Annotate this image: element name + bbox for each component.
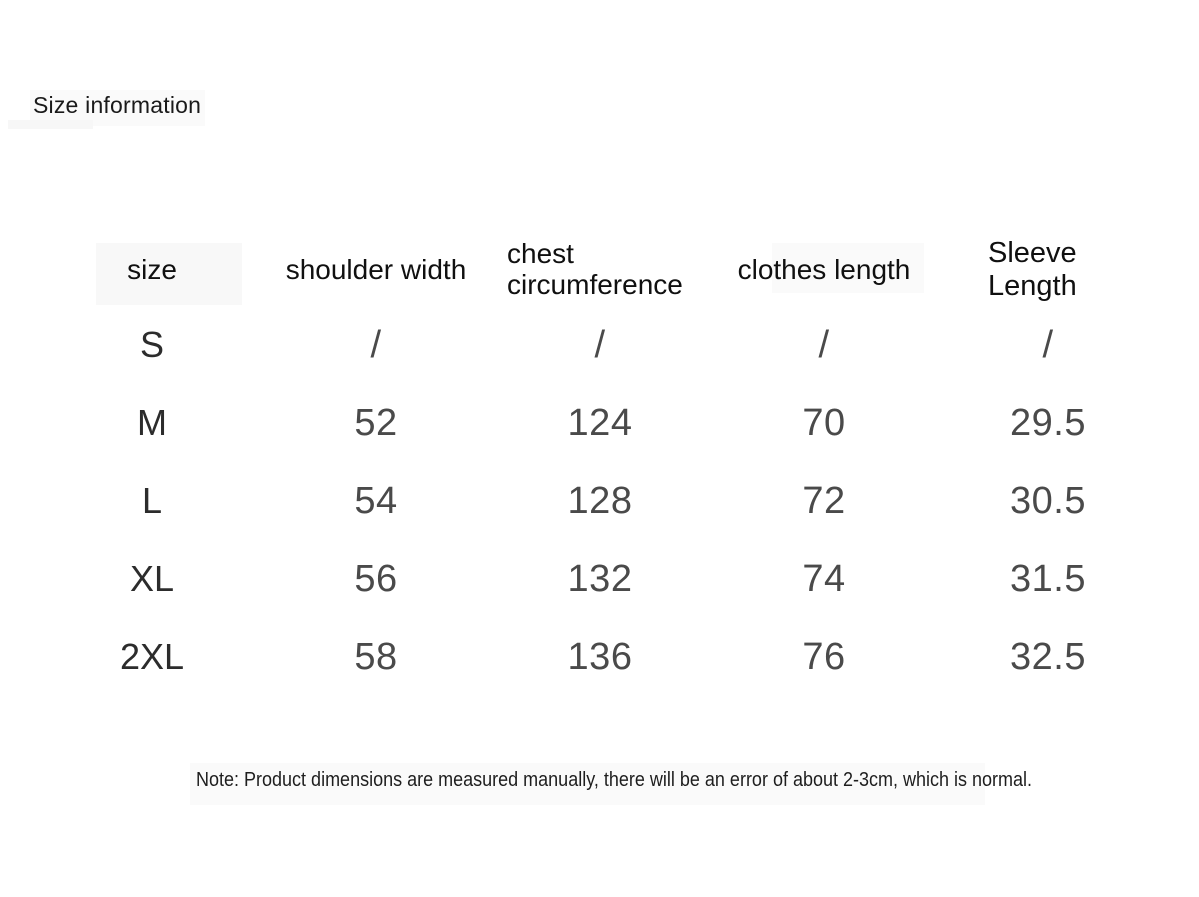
table-header-row: size shoulder width chest circumference … [40,230,1160,310]
table-row-2xl: 2XL 58 136 76 32.5 [40,618,1160,696]
cell-sleeve-length: 32.5 [1010,635,1086,678]
table-row-m: M 52 124 70 29.5 [40,384,1160,462]
column-header-label: Sleeve Length [988,236,1077,302]
column-header-chest-circumference: chest circumference [488,239,712,300]
cell-size: S [139,324,164,365]
cell-clothes-length: 74 [802,557,846,600]
cell-size: 2XL [119,636,185,677]
column-header-size: size [40,253,264,286]
cell-clothes-length: 70 [802,401,846,444]
cell-clothes-length: 76 [802,635,846,678]
measurement-note: Note: Product dimensions are measured ma… [196,769,1033,791]
cell-size: XL [129,558,175,599]
column-header-sleeve-length: Sleeve Length [936,237,1160,304]
cell-size: M [137,402,167,443]
cell-sleeve-length: 29.5 [1010,401,1086,444]
cell-clothes-length: 72 [802,479,846,522]
cell-sleeve-length: / [1042,323,1054,366]
cell-chest-circumference: 132 [567,557,633,600]
cell-size: L [141,480,163,521]
cell-shoulder-width: 56 [354,557,398,600]
column-header-label: shoulder width [285,253,467,285]
page-title: Size information [33,92,202,118]
column-header-clothes-length: clothes length [712,253,936,286]
cell-chest-circumference: / [594,323,606,366]
table-body: S / / / / M 52 124 70 29.5 L 54 128 72 3… [40,306,1160,696]
cell-shoulder-width: 52 [354,401,398,444]
cell-shoulder-width: 58 [354,635,398,678]
cell-clothes-length: / [818,323,830,366]
cell-chest-circumference: 124 [567,401,633,444]
column-header-label: chest circumference [507,238,683,300]
column-header-label: size [127,253,177,285]
cell-sleeve-length: 30.5 [1010,479,1086,522]
translation-overlay-patch [8,120,93,129]
cell-shoulder-width: 54 [354,479,398,522]
cell-shoulder-width: / [370,323,382,366]
table-row-l: L 54 128 72 30.5 [40,462,1160,540]
column-header-label: clothes length [737,253,911,285]
cell-chest-circumference: 136 [567,635,633,678]
column-header-shoulder-width: shoulder width [264,253,488,286]
cell-chest-circumference: 128 [567,479,633,522]
table-row-s: S / / / / [40,306,1160,384]
cell-sleeve-length: 31.5 [1010,557,1086,600]
table-row-xl: XL 56 132 74 31.5 [40,540,1160,618]
